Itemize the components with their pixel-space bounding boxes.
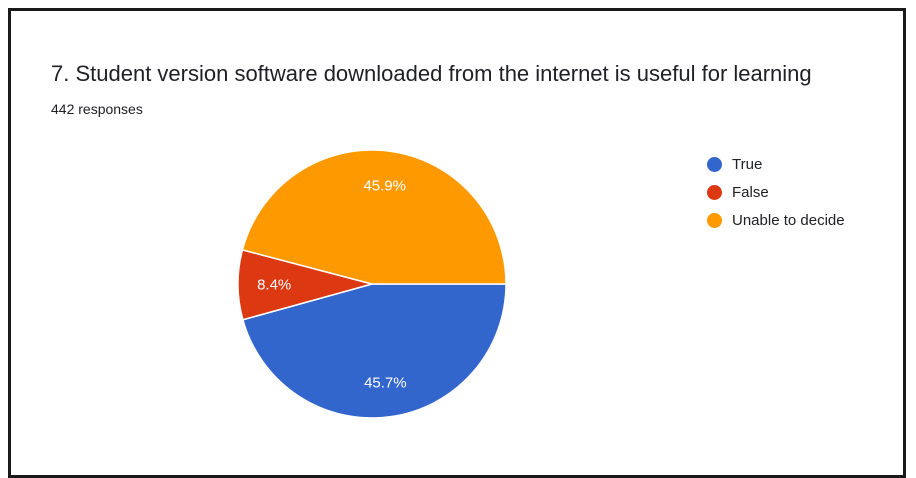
response-count: 442 responses <box>51 101 143 117</box>
legend-label-unable-to-decide: Unable to decide <box>732 211 845 229</box>
legend-item-unable-to-decide[interactable]: Unable to decide <box>707 206 845 234</box>
slice-label-true: 45.7% <box>364 374 407 391</box>
slice-label-unable-to-decide: 45.9% <box>363 178 406 195</box>
legend: True False Unable to decide <box>707 150 845 234</box>
pie-slice-true[interactable] <box>241 283 507 419</box>
legend-label-false: False <box>732 183 769 201</box>
legend-swatch-true <box>707 156 722 172</box>
slice-label-false: 8.4% <box>257 277 291 294</box>
legend-swatch-unable-to-decide <box>707 212 722 228</box>
legend-swatch-false <box>707 184 722 200</box>
legend-item-false[interactable]: False <box>707 178 845 206</box>
chart-title: 7. Student version software downloaded f… <box>51 61 812 86</box>
legend-item-true[interactable]: True <box>707 150 845 178</box>
pie-slice-unable-to-decide[interactable] <box>241 149 507 285</box>
legend-label-true: True <box>732 155 763 173</box>
pie-chart: 45.7% 8.4% 45.9% <box>237 149 507 419</box>
